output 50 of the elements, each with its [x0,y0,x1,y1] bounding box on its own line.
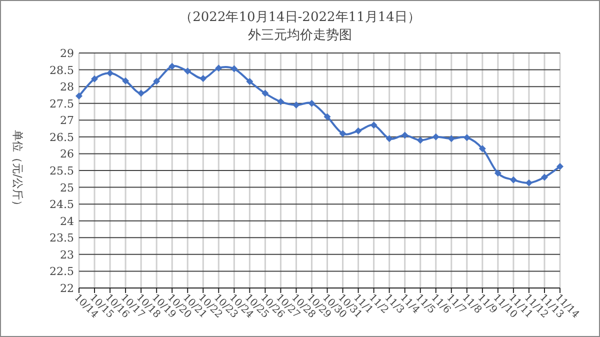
y-tick-label: 24.5 [50,198,74,212]
point [91,75,98,82]
point [540,174,548,181]
point [324,113,331,120]
point [168,62,176,70]
y-tick-label: 26 [60,148,74,161]
y-tick-label: 23.5 [50,232,74,245]
point [308,100,316,107]
point [401,132,408,139]
y-tick-label: 24 [60,214,74,228]
point [494,170,502,177]
chart-subtitle: 外三元均价走势图 [248,28,352,43]
point [354,127,362,134]
point [262,90,269,97]
y-tick-label: 29 [60,47,74,60]
chart-title: （2022年10月14日-2022年11月14日） [180,10,420,25]
point [200,75,207,82]
y-tick-label: 26.5 [50,130,74,144]
point [184,68,192,75]
y-tick-label: 23 [60,248,74,262]
y-tick-label: 28.5 [50,64,74,77]
point [292,102,300,109]
point [122,77,130,84]
point [138,90,145,97]
y-tick-label: 27.5 [50,97,74,110]
point [386,135,393,142]
point [277,98,284,106]
point [76,92,82,100]
point [153,78,160,85]
y-tick-label: 27 [60,114,74,128]
point [556,162,564,170]
point [230,65,238,72]
y-tick-label: 22.5 [50,265,74,278]
point [525,179,532,186]
point [246,78,254,86]
point [463,134,470,142]
y-tick-label: 28 [60,80,74,94]
point [416,136,424,144]
point [106,70,114,77]
point [432,133,440,140]
y-tick-label: 22 [60,282,74,295]
point [510,176,517,184]
point [370,122,378,129]
point [339,130,346,138]
y-tick-label: 25.5 [50,164,74,178]
y-tick-label: 25 [60,181,74,194]
point [448,135,455,142]
y-axis-title: 单位（元/公斤） [11,130,24,211]
point [478,145,486,152]
point [215,64,222,72]
